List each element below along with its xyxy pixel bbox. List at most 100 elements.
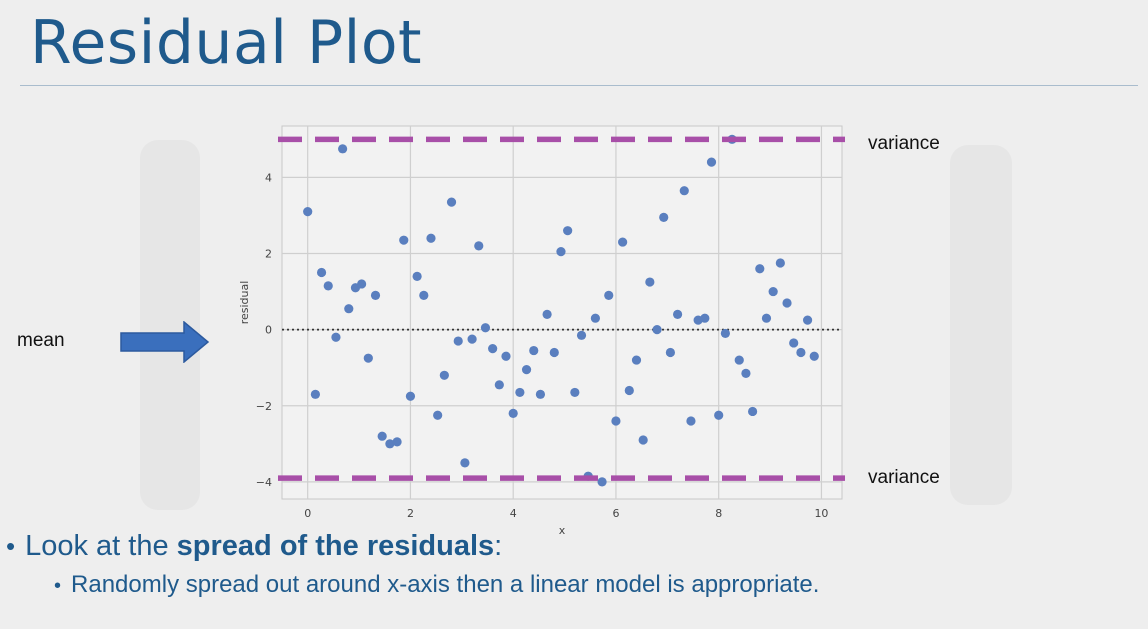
x-tick-label: 0: [304, 507, 311, 520]
data-point: [563, 226, 573, 236]
data-point: [556, 247, 566, 257]
data-point: [338, 144, 348, 154]
data-point: [782, 298, 792, 308]
data-point: [501, 351, 511, 361]
bullet-item: • Look at the spread of the residuals:: [6, 530, 819, 563]
page-title: Residual Plot: [30, 8, 423, 78]
data-point: [480, 323, 491, 333]
data-point: [618, 237, 628, 247]
data-point: [370, 290, 381, 300]
data-point: [796, 347, 806, 358]
data-point: [433, 410, 443, 420]
bullet1-prefix: Look at the: [25, 530, 177, 562]
data-point: [488, 344, 498, 354]
y-axis-label: residual: [238, 281, 251, 325]
data-point: [706, 157, 717, 167]
data-point: [344, 304, 354, 314]
sub-bullet-item: • Randomly spread out around x-axis then…: [54, 571, 819, 599]
data-point: [720, 328, 730, 339]
data-point: [638, 435, 648, 445]
bullet1-bold: spread of the residuals: [176, 530, 495, 562]
data-point: [474, 241, 484, 251]
data-point: [700, 313, 710, 323]
data-point: [741, 368, 751, 378]
x-tick-label: 4: [510, 507, 517, 520]
data-point: [672, 309, 683, 320]
variance-top-label: variance: [868, 133, 940, 154]
data-point: [460, 458, 470, 468]
x-axis-label: x: [559, 524, 566, 537]
data-point: [399, 235, 409, 245]
data-point: [392, 437, 402, 447]
data-point: [789, 338, 799, 348]
data-point: [331, 332, 341, 342]
data-point: [570, 387, 580, 398]
data-point: [405, 391, 416, 401]
data-point: [590, 313, 600, 323]
data-point: [576, 330, 587, 340]
background-watermark-right: [950, 145, 1012, 505]
x-tick-label: 10: [814, 507, 828, 520]
data-point: [624, 385, 634, 396]
data-point: [542, 309, 552, 320]
x-tick-label: 2: [407, 507, 414, 520]
data-point: [631, 355, 642, 365]
data-point: [529, 345, 539, 356]
bullet-dot-icon: •: [6, 531, 16, 561]
data-point: [604, 290, 614, 300]
data-point: [535, 389, 546, 399]
x-tick-label: 8: [715, 507, 722, 520]
data-point: [357, 279, 367, 289]
bullet2-text: Randomly spread out around x-axis then a…: [71, 571, 820, 598]
data-point: [453, 336, 463, 346]
data-point: [467, 334, 477, 344]
right-arrow-icon: [120, 321, 210, 363]
data-point: [385, 439, 395, 449]
y-tick-label: −4: [256, 476, 272, 489]
y-tick-label: 0: [265, 324, 272, 337]
bullet1-suffix: :: [494, 530, 503, 562]
background-watermark-left: [140, 140, 200, 510]
y-tick-label: 4: [265, 171, 272, 184]
y-tick-label: −2: [256, 400, 272, 413]
bullet-list: • Look at the spread of the residuals: •…: [6, 530, 819, 599]
y-tick-label: 2: [265, 248, 272, 261]
data-point: [323, 281, 333, 291]
data-point: [363, 353, 373, 363]
data-point: [597, 477, 607, 487]
data-point: [748, 406, 758, 417]
data-point: [809, 351, 819, 361]
data-point: [549, 347, 559, 358]
variance-bottom-label: variance: [868, 467, 940, 488]
data-point: [310, 389, 320, 399]
data-point: [755, 264, 765, 274]
data-point: [515, 387, 525, 398]
data-point: [679, 186, 689, 196]
data-point: [659, 212, 669, 222]
plot-area: [281, 125, 843, 500]
data-point: [768, 286, 778, 297]
data-point: [426, 233, 436, 243]
x-tick-label: 6: [612, 507, 619, 520]
mean-label: mean: [17, 330, 65, 351]
bullet-dot-icon: •: [54, 575, 62, 597]
data-point: [494, 380, 504, 390]
data-point: [645, 277, 655, 287]
title-divider: [20, 85, 1138, 86]
data-point: [316, 267, 327, 278]
data-point: [665, 347, 676, 358]
data-point: [611, 416, 621, 426]
data-point: [508, 408, 518, 418]
data-point: [761, 313, 772, 323]
data-point: [412, 271, 422, 281]
data-point: [303, 207, 313, 217]
data-point: [802, 315, 813, 325]
data-point: [775, 258, 785, 268]
data-point: [652, 325, 662, 335]
data-point: [686, 416, 696, 426]
data-point: [521, 364, 532, 375]
data-point: [377, 431, 387, 441]
data-point: [446, 197, 457, 207]
data-point: [714, 410, 724, 420]
